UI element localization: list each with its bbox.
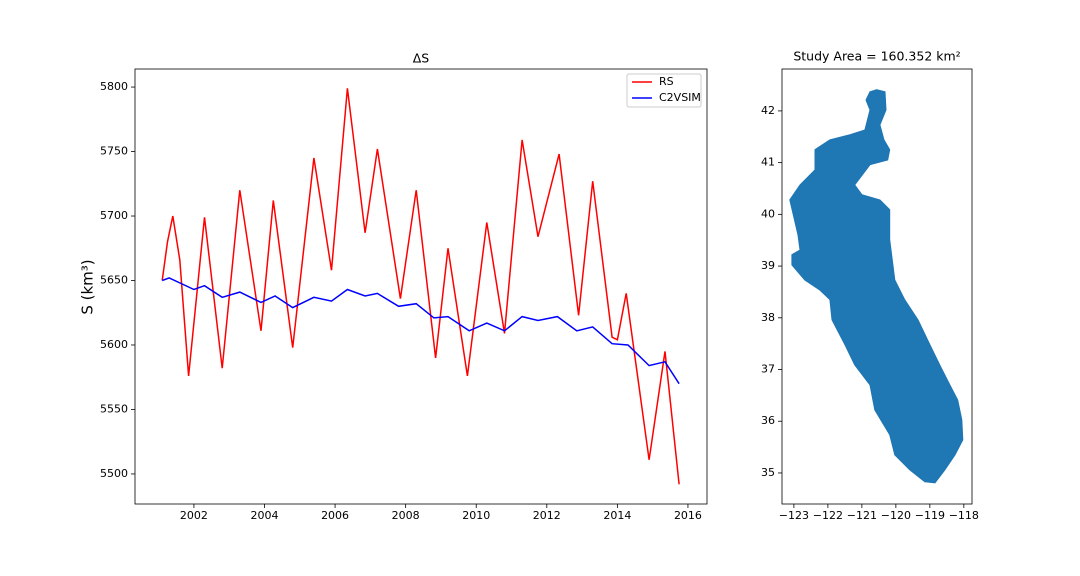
- y-axis-label: S (km³): [79, 259, 97, 314]
- x-tick-label: 2014: [603, 509, 631, 522]
- x-tick-label: −119: [915, 509, 945, 522]
- x-tick-label: 2012: [533, 509, 561, 522]
- y-tick-label: 5800: [100, 80, 128, 93]
- legend-label: RS: [659, 75, 674, 88]
- y-tick-label: 5550: [100, 402, 128, 415]
- y-tick-label: 41: [761, 156, 775, 169]
- y-tick-label: 40: [761, 207, 775, 220]
- line-series: [161, 277, 680, 385]
- x-tick-label: 2006: [321, 509, 349, 522]
- y-tick-label: 5650: [100, 274, 128, 287]
- x-tick-label: −118: [949, 509, 979, 522]
- x-tick-label: 2004: [251, 509, 279, 522]
- y-tick-label: 36: [761, 414, 775, 427]
- x-tick-label: 2002: [180, 509, 208, 522]
- y-tick-label: 5750: [100, 145, 128, 158]
- map-title: Study Area = 160.352 km²: [793, 49, 960, 64]
- y-tick-label: 37: [761, 363, 775, 376]
- legend-label: C2VSIM: [659, 91, 701, 104]
- x-tick-label: 2008: [392, 509, 420, 522]
- x-tick-label: −120: [881, 509, 911, 522]
- x-tick-label: −123: [779, 509, 809, 522]
- chart-title: ΔS: [413, 51, 430, 66]
- x-tick-label: −122: [813, 509, 843, 522]
- x-tick-label: 2016: [674, 509, 702, 522]
- line-series: [161, 88, 680, 485]
- y-tick-label: 5700: [100, 209, 128, 222]
- y-tick-label: 38: [761, 311, 775, 324]
- y-tick-label: 39: [761, 259, 775, 272]
- region-shape: [789, 89, 964, 484]
- y-tick-label: 35: [761, 466, 775, 479]
- y-tick-label: 5600: [100, 338, 128, 351]
- x-tick-label: −121: [847, 509, 877, 522]
- axes-frame: [781, 68, 973, 505]
- axes-frame: [134, 68, 708, 505]
- x-tick-label: 2010: [462, 509, 490, 522]
- y-tick-label: 5500: [100, 467, 128, 480]
- y-tick-label: 42: [761, 104, 775, 117]
